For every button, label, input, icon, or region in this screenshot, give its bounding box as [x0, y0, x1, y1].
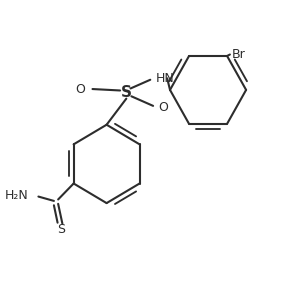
Text: O: O — [76, 84, 86, 96]
Text: S: S — [57, 224, 65, 236]
Text: Br: Br — [231, 48, 245, 61]
Text: H₂N: H₂N — [5, 189, 29, 202]
Text: HN: HN — [156, 72, 175, 85]
Text: S: S — [121, 85, 132, 100]
Text: O: O — [159, 101, 169, 114]
